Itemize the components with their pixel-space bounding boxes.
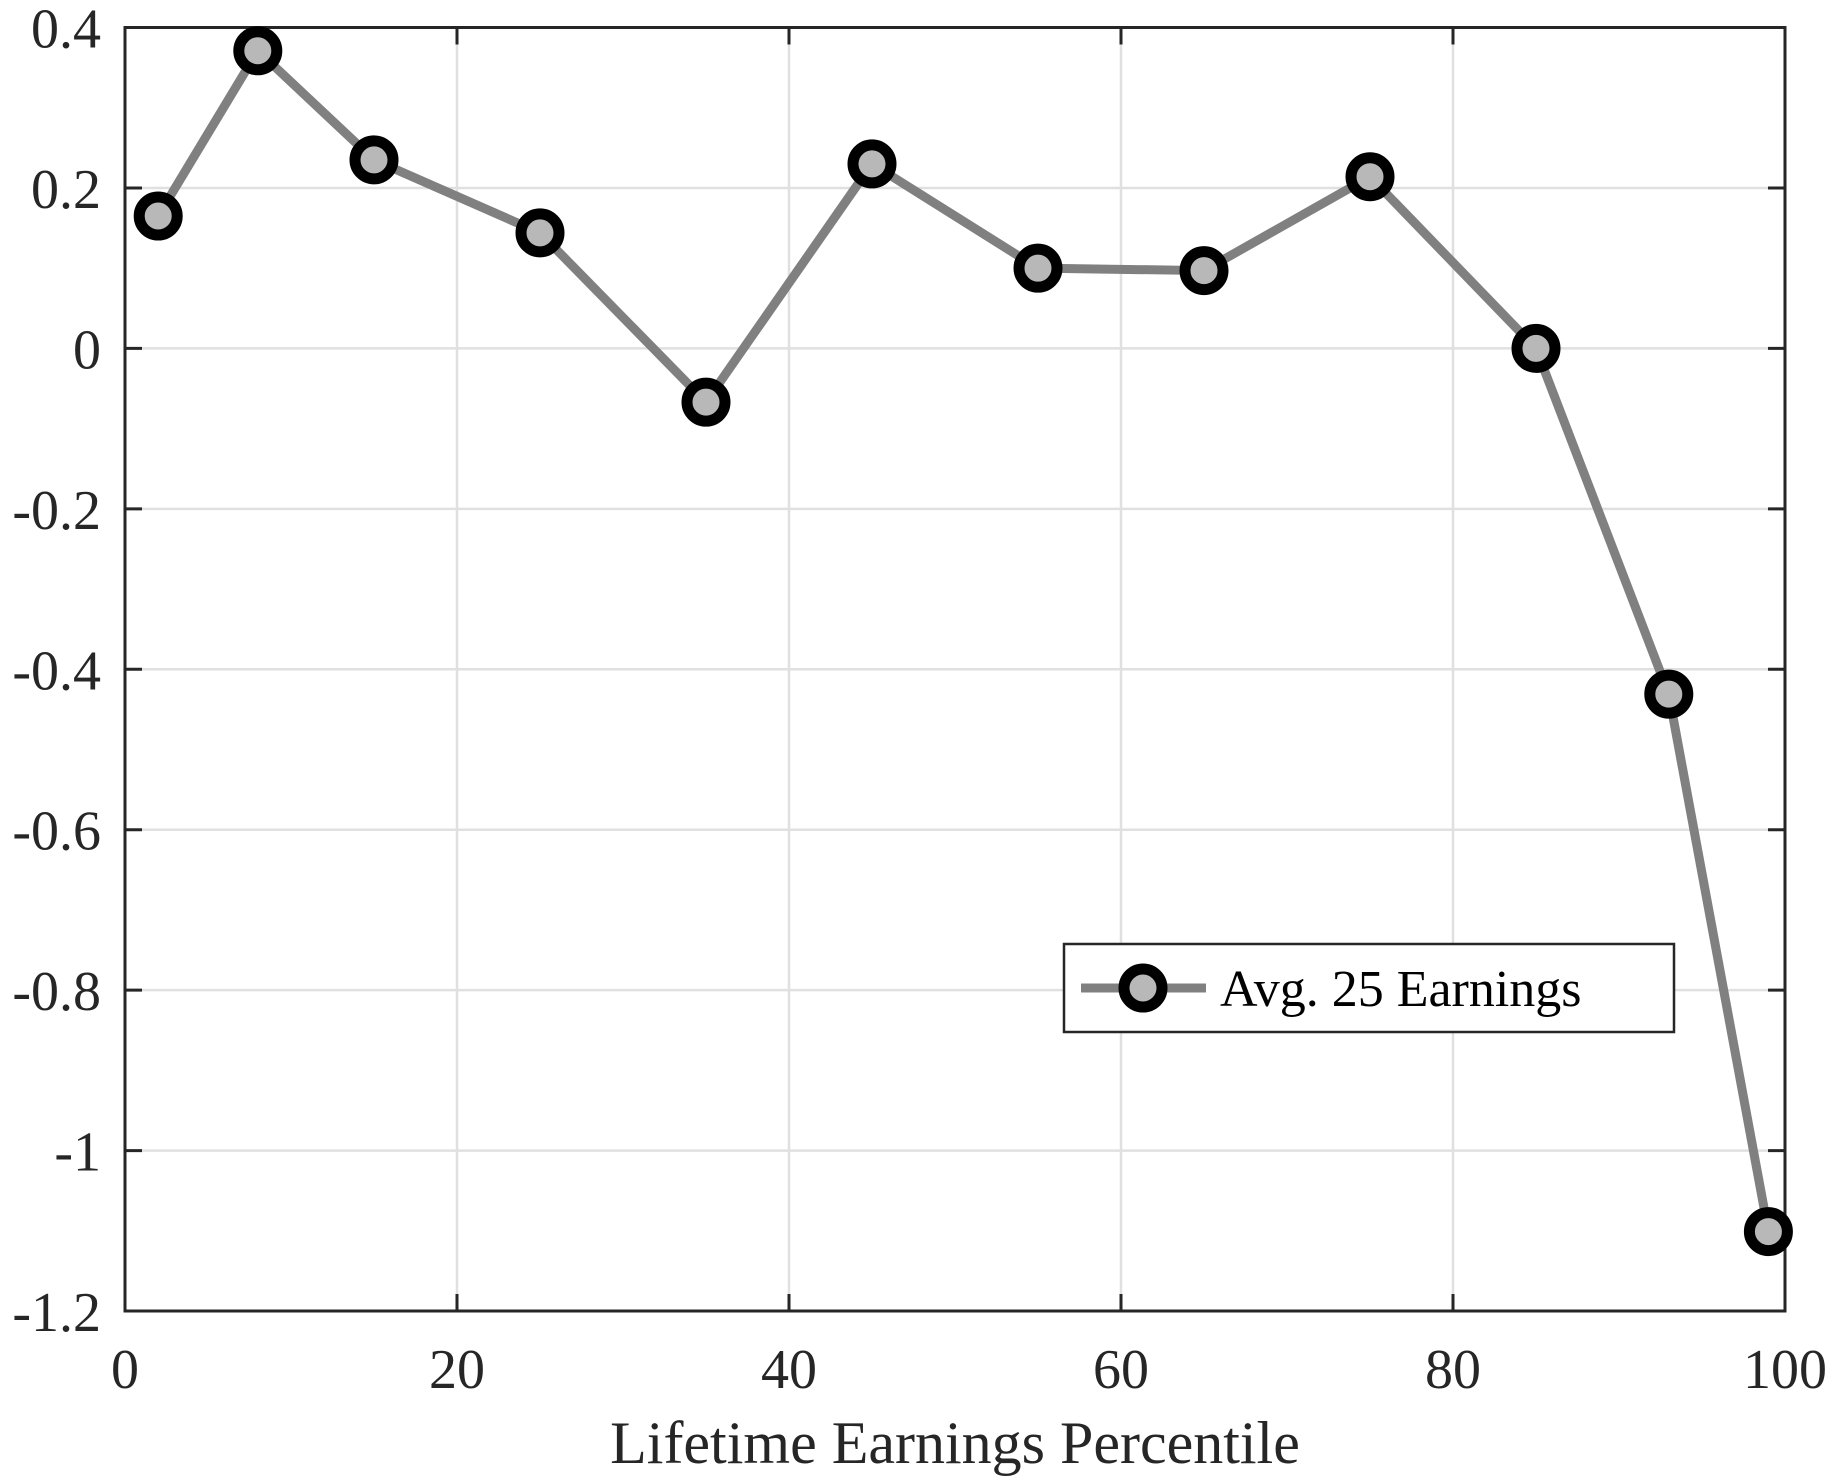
legend: Avg. 25 Earnings: [1062, 942, 1676, 1034]
y-tick-label: 0: [73, 319, 101, 381]
x-tick-label: 80: [1425, 1339, 1481, 1401]
data-series: [133, 26, 1793, 1257]
legend-label: Avg. 25 Earnings: [1220, 961, 1582, 1018]
data-point-marker: [1179, 246, 1229, 296]
data-point-marker: [681, 377, 731, 427]
y-tick-label: -1: [54, 1122, 101, 1184]
x-tick-label: 40: [761, 1339, 817, 1401]
y-tick-label: 0.2: [31, 159, 101, 221]
data-point-marker: [1644, 669, 1694, 719]
x-axis-ticks: 0 20 40 60 80 100: [111, 27, 1827, 1401]
x-tick-label: 0: [111, 1339, 139, 1401]
data-point-marker: [847, 139, 897, 189]
legend-marker-icon: [1118, 963, 1168, 1013]
data-point-marker: [349, 135, 399, 185]
data-point-marker: [1511, 323, 1561, 373]
y-tick-label: -1.2: [12, 1282, 101, 1344]
data-point-marker: [1743, 1207, 1793, 1257]
x-tick-label: 20: [429, 1339, 485, 1401]
series-line: [154, 46, 1773, 1233]
x-axis-label: Lifetime Earnings Percentile: [610, 1410, 1300, 1476]
x-tick-label: 100: [1743, 1339, 1827, 1401]
data-point-marker: [1345, 152, 1395, 202]
data-point-marker: [1013, 243, 1063, 293]
y-tick-label: 0.4: [31, 0, 101, 61]
x-tick-label: 60: [1093, 1339, 1149, 1401]
y-tick-label: -0.2: [12, 480, 101, 542]
data-point-marker: [515, 208, 565, 258]
y-axis-ticks: 0.4 0.2 0 -0.2 -0.4 -0.6 -0.8 -1 -1.2: [12, 0, 1785, 1344]
data-point-marker: [133, 191, 183, 241]
y-tick-label: -0.6: [12, 801, 101, 863]
y-tick-label: -0.4: [12, 640, 101, 702]
y-tick-label: -0.8: [12, 961, 101, 1023]
data-point-marker: [233, 26, 283, 76]
